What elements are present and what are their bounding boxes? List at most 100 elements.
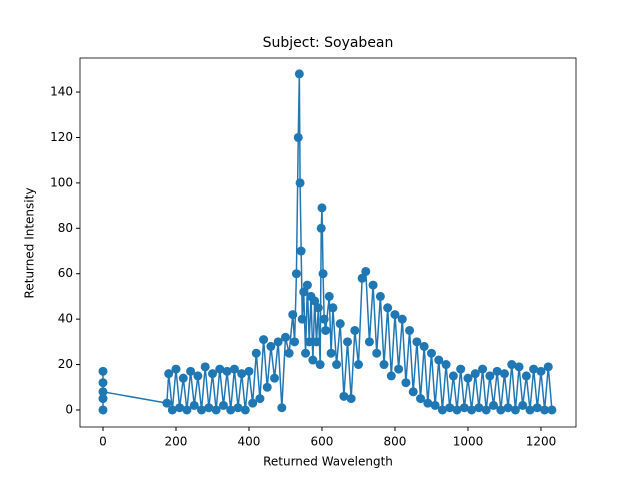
point [318, 269, 328, 279]
point [416, 394, 426, 404]
point [237, 369, 247, 379]
x-tick-label: 400 [238, 435, 261, 449]
point [492, 366, 502, 376]
point [211, 405, 221, 415]
point [259, 335, 269, 345]
point [437, 405, 447, 415]
point [397, 314, 407, 324]
point [547, 405, 557, 415]
point [317, 203, 327, 213]
point [215, 364, 225, 374]
point [290, 337, 300, 347]
point [543, 362, 553, 372]
point [401, 378, 411, 388]
point [456, 364, 466, 374]
point [375, 291, 385, 301]
point [301, 348, 311, 358]
point [463, 373, 473, 383]
point [507, 360, 517, 370]
point [357, 273, 367, 283]
point [240, 405, 250, 415]
point [361, 266, 371, 276]
point [499, 369, 509, 379]
point [270, 373, 280, 383]
point [489, 400, 499, 410]
point [441, 360, 451, 370]
point [419, 341, 429, 351]
point [346, 394, 356, 404]
point [304, 337, 314, 347]
point [182, 405, 192, 415]
point [368, 280, 378, 290]
y-tick-label: 40 [58, 312, 73, 326]
y-tick-label: 120 [50, 130, 73, 144]
point [293, 132, 303, 142]
point [426, 348, 436, 358]
point [434, 355, 444, 365]
point [390, 310, 400, 320]
point [98, 378, 108, 388]
point [251, 348, 261, 358]
point [445, 403, 455, 413]
point [496, 405, 506, 415]
point [532, 403, 542, 413]
point [324, 291, 334, 301]
point [364, 337, 374, 347]
x-axis-label: Returned Wavelength [263, 455, 393, 469]
point [295, 178, 305, 188]
point [529, 364, 539, 374]
point [200, 362, 210, 372]
point [510, 405, 520, 415]
point [171, 364, 181, 374]
point [540, 405, 550, 415]
point [294, 69, 304, 79]
point [372, 348, 382, 358]
point [448, 371, 458, 381]
point [218, 400, 228, 410]
point [197, 405, 207, 415]
point [98, 405, 108, 415]
point [222, 366, 232, 376]
x-tick-label: 0 [99, 435, 107, 449]
point [319, 314, 329, 324]
point [310, 296, 320, 306]
point [423, 398, 433, 408]
point [313, 303, 323, 313]
x-tick-label: 200 [165, 435, 188, 449]
point [326, 348, 336, 358]
point [315, 360, 325, 370]
point [207, 369, 217, 379]
point [288, 310, 298, 320]
point [297, 314, 307, 324]
point [312, 337, 322, 347]
x-tick-label: 1200 [526, 435, 557, 449]
point [353, 360, 363, 370]
point [262, 382, 272, 392]
point [299, 287, 309, 297]
point [308, 355, 318, 365]
chart-title: Subject: Soyabean [263, 35, 394, 51]
point [467, 405, 477, 415]
point [229, 364, 239, 374]
point [350, 325, 360, 335]
point [233, 403, 243, 413]
point [204, 403, 214, 413]
x-tick-label: 600 [311, 435, 334, 449]
point [518, 400, 528, 410]
point [178, 373, 188, 383]
point [266, 341, 276, 351]
point [408, 387, 418, 397]
point [244, 366, 254, 376]
point [521, 371, 531, 381]
point [98, 394, 108, 404]
point [379, 360, 389, 370]
point [503, 403, 513, 413]
point [164, 369, 174, 379]
point [394, 364, 404, 374]
point [328, 303, 338, 313]
x-tick-label: 1000 [453, 435, 484, 449]
point [474, 403, 484, 413]
point [175, 403, 185, 413]
point [189, 400, 199, 410]
